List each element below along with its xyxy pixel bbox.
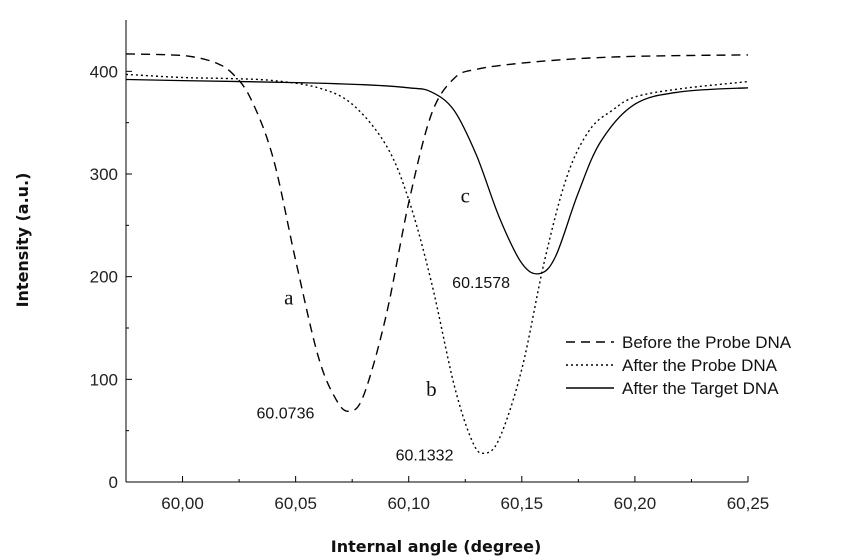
curve-letter-label: a bbox=[284, 285, 294, 309]
curve-letter-label: c bbox=[461, 184, 470, 208]
x-axis-title: Internal angle (degree) bbox=[331, 537, 542, 556]
axis-ticks: 60,00 60,05 60,10 60,15 60,20 60,25 0 100 200 300… bbox=[90, 62, 770, 513]
y-tick-label: 400 bbox=[90, 62, 118, 81]
y-tick-label: 100 bbox=[90, 370, 118, 389]
y-tick-label: 0 bbox=[109, 473, 118, 492]
y-tick-label: 300 bbox=[90, 165, 118, 184]
plot-frame bbox=[125, 20, 748, 483]
series-line-3 bbox=[125, 78, 749, 275]
x-tick-label: 60,20 bbox=[614, 494, 657, 513]
x-tick-label: 60,25 bbox=[727, 494, 770, 513]
y-axis-title: Intensity (a.u.) bbox=[13, 173, 32, 308]
legend-label-3: After the Target DNA bbox=[622, 379, 779, 398]
series-line-1 bbox=[125, 53, 749, 412]
x-tick-label: 60,00 bbox=[161, 494, 204, 513]
minimum-value-label: 60.1578 bbox=[452, 275, 510, 292]
x-tick-label: 60,10 bbox=[387, 494, 430, 513]
minimum-value-label: 60.0736 bbox=[257, 405, 315, 422]
y-tick-label: 200 bbox=[90, 268, 118, 287]
annotations: a b c 60.0736 60.1332 60.1578 bbox=[257, 184, 511, 465]
legend: Before the Probe DNA After the Probe DNA A… bbox=[566, 333, 792, 398]
series-line-2 bbox=[125, 73, 749, 455]
minimum-value-label: 60.1332 bbox=[396, 447, 454, 464]
x-tick-label: 60,15 bbox=[501, 494, 544, 513]
series-lines bbox=[125, 53, 749, 455]
x-tick-label: 60,05 bbox=[274, 494, 317, 513]
curve-letter-label: b bbox=[426, 377, 437, 401]
legend-label-2: After the Probe DNA bbox=[622, 356, 778, 375]
legend-label-1: Before the Probe DNA bbox=[622, 333, 792, 352]
